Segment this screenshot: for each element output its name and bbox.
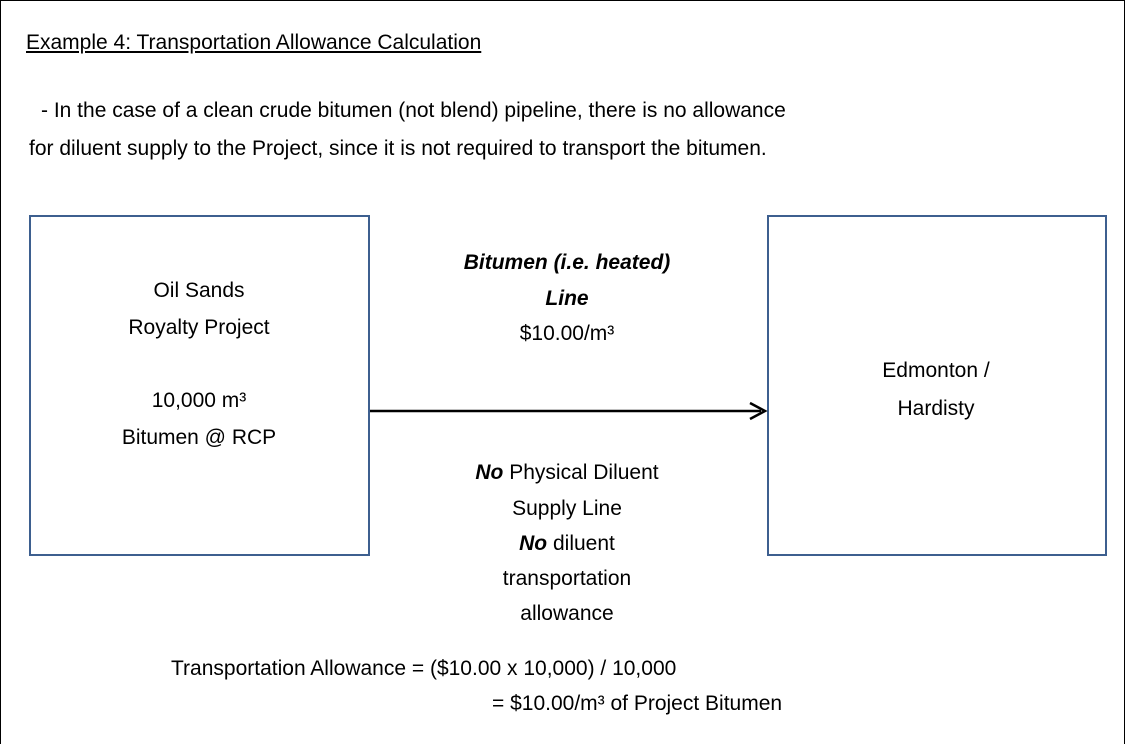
emphasis: No <box>475 461 504 484</box>
edge-note: No Physical Diluent <box>475 460 658 486</box>
edge-note: Supply Line <box>512 497 622 520</box>
node-detail: 10,000 m³ <box>151 389 247 412</box>
source-box <box>29 215 370 556</box>
intro-line: for diluent supply to the Project, since… <box>29 137 767 160</box>
note-text: diluent <box>547 532 615 555</box>
edge-note: No diluent <box>519 531 615 557</box>
edge-label: Line <box>545 287 589 310</box>
intro-line: - In the case of a clean crude bitumen (… <box>41 99 786 122</box>
destination-box <box>767 215 1107 556</box>
node-label: Hardisty <box>897 397 975 420</box>
edge-rate: $10.00/m³ <box>519 322 615 345</box>
formula-line: Transportation Allowance = ($10.00 x 10,… <box>171 657 677 680</box>
note-text: Physical Diluent <box>503 461 659 484</box>
edge-note: allowance <box>520 602 614 625</box>
arrow-head <box>749 401 768 421</box>
node-label: Edmonton / <box>882 359 990 382</box>
formula-line: = $10.00/m³ of Project Bitumen <box>492 692 783 715</box>
edge-label: Bitumen (i.e. heated) <box>463 251 671 274</box>
emphasis: No <box>519 532 548 555</box>
node-label: Royalty Project <box>128 316 270 339</box>
node-label: Oil Sands <box>153 279 245 302</box>
node-detail: Bitumen @ RCP <box>121 426 277 449</box>
title: Example 4: Transportation Allowance Calc… <box>26 31 482 54</box>
edge-note: transportation <box>502 567 632 590</box>
